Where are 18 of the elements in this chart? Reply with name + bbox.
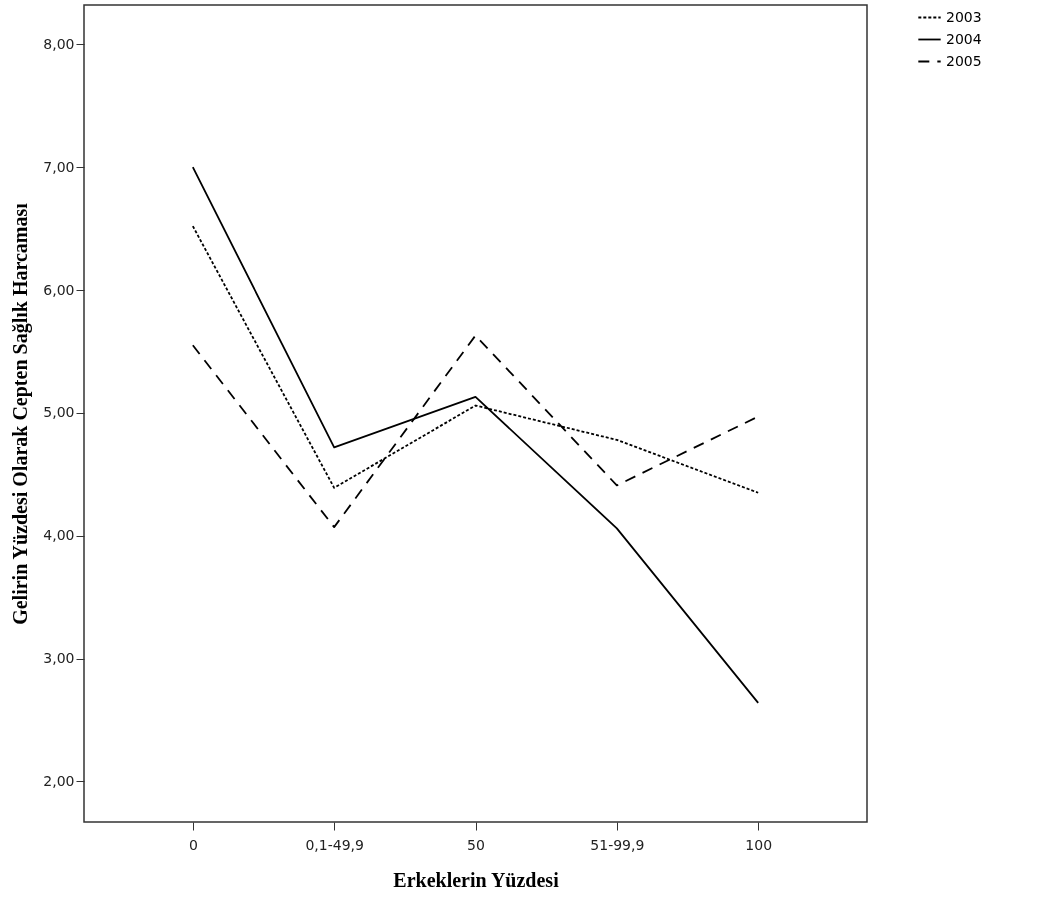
legend-label: 2005 xyxy=(946,52,982,69)
x-tick-label: 100 xyxy=(745,836,773,853)
line-series xyxy=(191,166,760,704)
y-tick-label: 2,00 xyxy=(43,772,75,789)
y-tick-label: 4,00 xyxy=(43,527,75,544)
y-axis-title: Gelirin Yüzdesi Olarak Cepten Sağlık Harcaması xyxy=(9,202,33,625)
y-tick-label: 3,00 xyxy=(43,650,75,667)
x-axis-title: Erkeklerin Yüzdesi xyxy=(393,868,560,891)
x-tick-label: 0,1-49,9 xyxy=(305,836,364,853)
y-tick-label: 8,00 xyxy=(43,35,75,52)
x-tick-label: 50 xyxy=(467,836,485,853)
legend-label: 2004 xyxy=(946,30,982,47)
y-tick-label: 7,00 xyxy=(43,158,75,175)
x-tick-label: 51-99,9 xyxy=(590,836,645,853)
y-tick-label: 5,00 xyxy=(43,404,75,421)
y-tick-label: 6,00 xyxy=(43,281,75,298)
legend-label: 2003 xyxy=(946,8,982,25)
x-tick-label: 0 xyxy=(188,836,198,853)
